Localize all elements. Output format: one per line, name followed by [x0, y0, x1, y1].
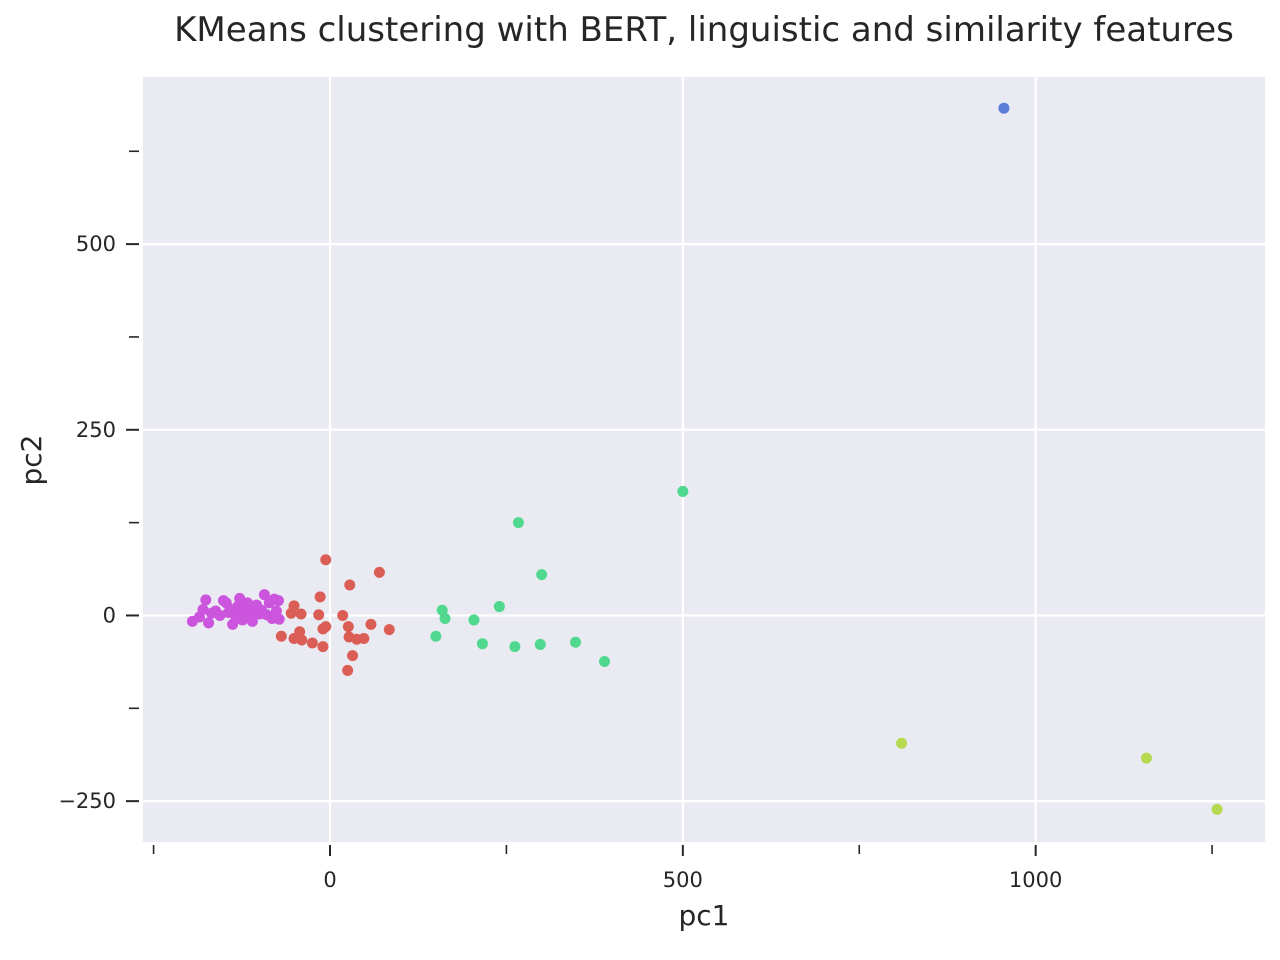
data-point	[509, 641, 521, 653]
data-point	[317, 641, 329, 653]
data-point	[365, 618, 377, 630]
x-tick-label: 500	[663, 868, 703, 892]
data-point	[512, 517, 524, 529]
data-point	[200, 594, 212, 606]
data-point	[273, 613, 285, 625]
data-point	[896, 737, 908, 749]
data-point	[468, 614, 480, 626]
x-tick-label: 0	[323, 868, 336, 892]
data-point	[534, 638, 546, 650]
data-point	[373, 566, 385, 578]
data-point	[313, 609, 325, 621]
x-axis-label: pc1	[679, 899, 730, 932]
data-point	[306, 637, 318, 649]
data-point	[1140, 752, 1152, 764]
data-point	[245, 611, 257, 623]
y-axis-label: pc2	[15, 435, 48, 486]
plot-area-background	[143, 77, 1265, 842]
data-point	[493, 601, 505, 613]
data-point	[197, 604, 209, 616]
data-point	[1211, 803, 1223, 815]
data-point	[214, 609, 226, 621]
y-tick-label: 0	[103, 603, 116, 627]
data-point	[203, 617, 215, 629]
data-point	[570, 636, 582, 648]
data-point	[383, 624, 395, 636]
data-point	[222, 607, 234, 618]
data-points	[186, 102, 1223, 815]
chart-title: KMeans clustering with BERT, linguistic …	[174, 10, 1234, 50]
data-point	[344, 579, 356, 591]
data-point	[296, 634, 308, 646]
y-tick-label: −250	[58, 789, 116, 813]
gridlines	[143, 77, 1265, 842]
data-point	[230, 612, 242, 624]
data-point	[320, 554, 332, 566]
data-point	[677, 485, 689, 497]
data-point	[536, 569, 548, 581]
data-point	[342, 664, 354, 676]
data-point	[347, 650, 359, 662]
data-point	[337, 609, 349, 621]
data-point	[439, 612, 451, 624]
data-point	[998, 102, 1010, 114]
y-tick-label: 500	[76, 232, 116, 256]
data-point	[430, 630, 442, 642]
data-point	[358, 632, 370, 644]
data-point	[476, 638, 488, 650]
data-point	[272, 595, 284, 607]
data-point	[314, 591, 326, 603]
x-tick-label: 1000	[1009, 868, 1062, 892]
y-axis: −250 0 250 500	[58, 150, 139, 813]
x-axis: 0 500 1000	[152, 845, 1213, 892]
data-point	[258, 589, 270, 601]
data-point	[295, 608, 307, 620]
data-point	[342, 621, 354, 633]
data-point	[275, 630, 287, 642]
data-point	[285, 607, 297, 619]
data-point	[317, 623, 329, 635]
data-point	[599, 656, 611, 668]
y-tick-label: 250	[76, 418, 116, 442]
data-point	[236, 604, 248, 616]
